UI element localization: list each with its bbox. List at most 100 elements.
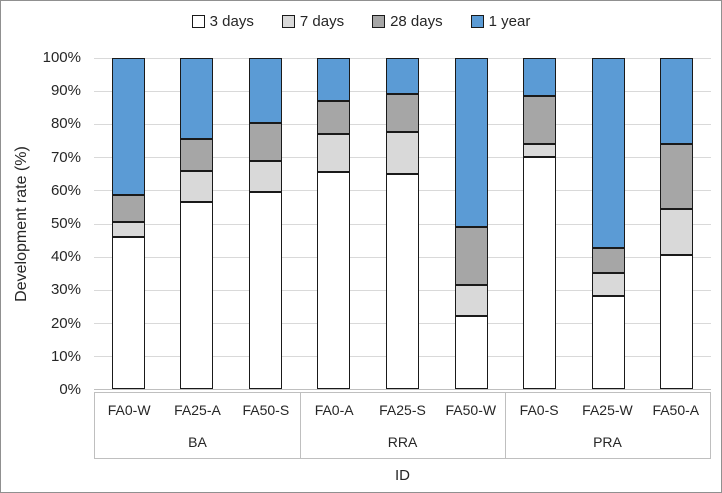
- legend-swatch-icon: [470, 15, 484, 28]
- segment-3-days: [386, 173, 420, 389]
- segment-28-days: [180, 139, 214, 171]
- category-label-fa25-s: FA25-S: [379, 401, 426, 418]
- segment-28-days: [591, 248, 625, 274]
- segment-28-days: [111, 195, 145, 222]
- segment-28-days: [386, 94, 420, 133]
- segment-1-year: [317, 58, 351, 102]
- x-axis-label-box: FA0-W FA25-A FA50-S FA0-A FA25-S FA50-W FA0-S F…: [94, 392, 711, 459]
- segment-7-days: [591, 273, 625, 297]
- segment-1-year: [454, 58, 488, 227]
- legend-item-28-days: 28 days: [372, 13, 443, 30]
- segment-1-year: [180, 58, 214, 140]
- segment-7-days: [523, 144, 557, 158]
- category-label-fa50-s: FA50-S: [242, 401, 290, 418]
- y-tick-label: 30%: [50, 281, 81, 299]
- y-tick-label: 70%: [50, 148, 81, 166]
- group-divider: [300, 393, 301, 458]
- legend-swatch-icon: [191, 15, 205, 28]
- y-tick-label: 100%: [42, 49, 81, 66]
- group-label-rra: RRA: [387, 434, 418, 450]
- legend-swatch-icon: [281, 15, 295, 28]
- stacked-bar-fa50-w: [454, 58, 488, 389]
- category-label-fa25-w: FA25-W: [582, 401, 633, 418]
- stacked-bar-fa25-w: [591, 58, 625, 389]
- category-label-fa50-w: FA50-W: [445, 401, 497, 418]
- y-tick-label: 40%: [50, 248, 81, 266]
- stacked-bar-fa50-a: [660, 58, 694, 389]
- segment-7-days: [111, 221, 145, 237]
- segment-7-days: [386, 132, 420, 174]
- stacked-bar-fa0-s: [523, 58, 557, 389]
- segment-3-days: [180, 202, 214, 389]
- segment-1-year: [111, 58, 145, 196]
- x-axis-title: ID: [395, 467, 410, 484]
- legend-item-3-days: 3 days: [191, 13, 254, 30]
- segment-3-days: [454, 316, 488, 389]
- y-tick-label: 50%: [50, 215, 81, 232]
- segment-3-days: [317, 172, 351, 389]
- segment-3-days: [111, 236, 145, 389]
- bar-slot-fa25-a: [163, 58, 232, 389]
- legend-label: 3 days: [209, 13, 254, 30]
- group-divider: [505, 393, 506, 458]
- y-axis-tick-labels: 0% 10% 20% 30% 40% 50% 60% 70% 80% 90% 100%: [1, 49, 81, 398]
- segment-7-days: [454, 284, 488, 317]
- bar-slot-fa50-w: [437, 58, 506, 389]
- segment-7-days: [248, 160, 282, 193]
- stacked-bar-fa25-a: [180, 58, 214, 389]
- segment-1-year: [523, 58, 557, 97]
- category-label-fa50-a: FA50-A: [652, 401, 700, 418]
- category-label-fa0-w: FA0-W: [107, 401, 151, 418]
- segment-1-year: [660, 58, 694, 145]
- stacked-bar-fa0-a: [317, 58, 351, 389]
- category-label-row: FA0-W FA25-A FA50-S FA0-A FA25-S FA50-W FA0-S F…: [95, 393, 710, 426]
- category-label-fa0-a: FA0-A: [314, 401, 354, 418]
- bars-layer: [94, 58, 711, 389]
- y-tick-label: 80%: [50, 115, 81, 133]
- group-label-pra: PRA: [593, 434, 622, 450]
- y-tick-label: 0%: [59, 381, 81, 398]
- segment-3-days: [660, 254, 694, 389]
- stacked-bar-fa0-w: [111, 58, 145, 389]
- segment-1-year: [386, 58, 420, 95]
- segment-1-year: [248, 58, 282, 123]
- bar-slot-fa25-w: [574, 58, 643, 389]
- group-label-row: BA RRA PRA: [95, 426, 710, 458]
- category-label-fa0-s: FA0-S: [519, 401, 559, 418]
- bar-slot-fa25-s: [368, 58, 437, 389]
- legend-item-1-year: 1 year: [470, 13, 531, 30]
- legend-item-7-days: 7 days: [281, 13, 345, 30]
- category-label-fa25-a: FA25-A: [174, 401, 221, 418]
- y-tick-label: 20%: [50, 314, 81, 332]
- legend-label: 1 year: [488, 13, 531, 30]
- segment-7-days: [180, 170, 214, 202]
- segment-28-days: [660, 144, 694, 209]
- legend-swatch-icon: [372, 15, 386, 28]
- bar-slot-fa50-a: [643, 58, 712, 389]
- segment-1-year: [591, 58, 625, 249]
- segment-28-days: [454, 226, 488, 285]
- segment-28-days: [523, 96, 557, 145]
- segment-3-days: [591, 296, 625, 389]
- segment-7-days: [317, 134, 351, 173]
- bar-slot-fa50-s: [231, 58, 300, 389]
- bar-slot-fa0-s: [505, 58, 574, 389]
- segment-3-days: [523, 157, 557, 389]
- bar-slot-fa0-w: [94, 58, 163, 389]
- legend: 3 days 7 days 28 days 1 year: [1, 13, 721, 30]
- segment-28-days: [248, 122, 282, 161]
- y-tick-label: 10%: [50, 347, 81, 365]
- segment-28-days: [317, 101, 351, 135]
- group-label-ba: BA: [188, 434, 207, 450]
- stacked-bar-fa50-s: [248, 58, 282, 389]
- bar-slot-fa0-a: [300, 58, 369, 389]
- stacked-bar-fa25-s: [386, 58, 420, 389]
- plot-area: [94, 58, 711, 390]
- segment-3-days: [248, 192, 282, 389]
- legend-label: 28 days: [390, 13, 443, 30]
- legend-label: 7 days: [299, 13, 345, 30]
- segment-7-days: [660, 208, 694, 255]
- y-tick-label: 90%: [50, 82, 81, 100]
- y-tick-label: 60%: [50, 181, 81, 199]
